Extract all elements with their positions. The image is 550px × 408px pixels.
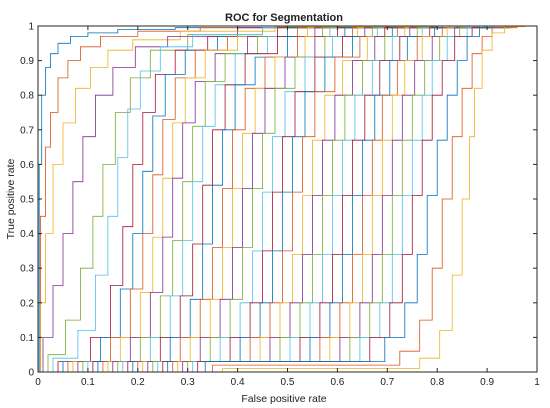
x-tick-label: 0.2: [131, 377, 145, 388]
y-tick-label: 1: [28, 22, 34, 33]
x-tick-label: 0.3: [181, 377, 195, 388]
y-tick-label: 0.5: [20, 195, 34, 206]
y-axis-label: True positive rate: [5, 158, 17, 239]
y-tick-label: 0.7: [20, 125, 34, 136]
axes-group: [37, 25, 538, 373]
x-tick-labels: 0 0.1 0.2 0.3 0.4 0.5 0.6 0.7 0.8 0.9 1: [35, 377, 540, 388]
x-tick-label: 0.4: [231, 377, 245, 388]
x-tick-label: 0.6: [330, 377, 344, 388]
y-tick-label: 0.4: [20, 229, 34, 240]
roc-curve-37: [38, 25, 537, 373]
x-tick-label: 0.8: [430, 377, 444, 388]
x-tick-label: 1: [534, 377, 540, 388]
x-tick-label: 0.7: [380, 377, 394, 388]
roc-curve-38: [38, 25, 537, 373]
y-tick-label: 0.6: [20, 160, 34, 171]
x-tick-label: 0: [35, 377, 41, 388]
x-tick-label: 0.1: [81, 377, 95, 388]
y-tick-label: 0.9: [20, 56, 34, 67]
curves-group: [38, 25, 537, 373]
y-tick-label: 0.1: [20, 333, 34, 344]
y-tick-labels: 0 0.1 0.2 0.3 0.4 0.5 0.6 0.7 0.8 0.9 1: [20, 22, 34, 379]
x-tick-label: 0.9: [480, 377, 494, 388]
x-tick-label: 0.5: [281, 377, 295, 388]
y-tick-label: 0.8: [20, 91, 34, 102]
roc-curve-2: [38, 25, 537, 373]
roc-curve-36: [38, 25, 537, 373]
chart-title: ROC for Segmentation: [225, 12, 343, 24]
roc-curve-6: [38, 25, 537, 373]
y-tick-label: 0: [28, 368, 34, 379]
y-tick-label: 0.3: [20, 264, 34, 275]
roc-curve-3: [38, 25, 537, 373]
x-axis-label: False positive rate: [241, 393, 326, 405]
y-tick-label: 0.2: [20, 298, 34, 309]
